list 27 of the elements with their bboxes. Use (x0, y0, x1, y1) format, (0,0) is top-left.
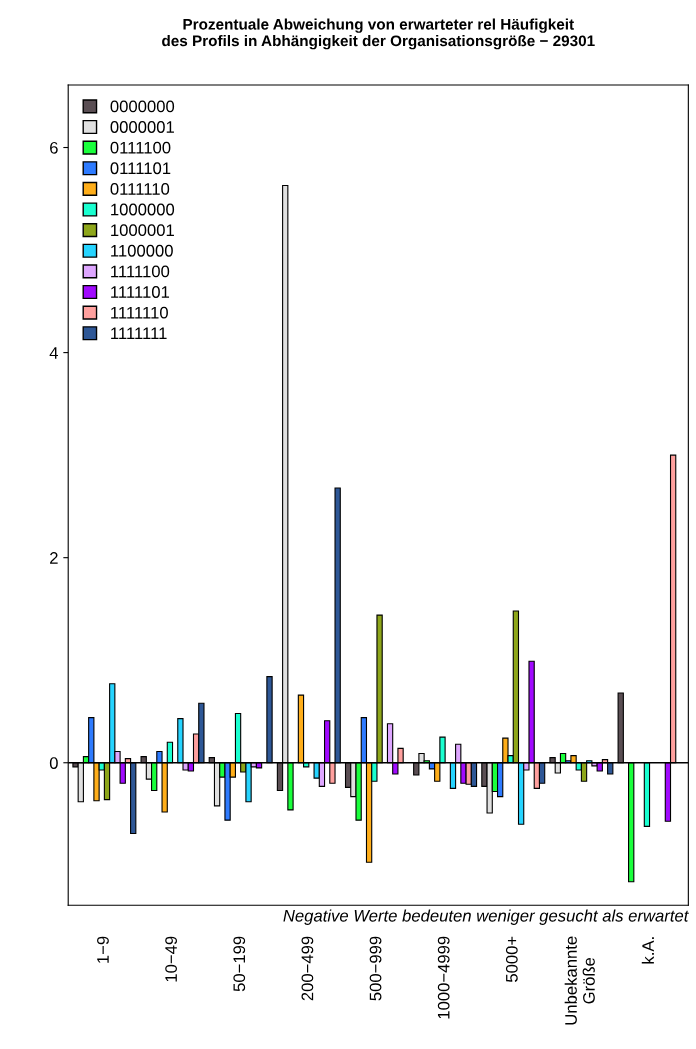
text: Negative Werte bedeuten weniger gesucht als erwartet (283, 909, 689, 925)
legend-label: 0000000 (110, 100, 175, 113)
x-tick-label: 1−9 (97, 936, 109, 963)
y-tick-label: 4 (49, 347, 58, 359)
legend-label: 1111110 (111, 306, 168, 319)
x-tick-label: 5000+ (505, 936, 518, 982)
x-tick-label: 200−499 (301, 936, 314, 1001)
legend-label: 1111111 (111, 327, 167, 340)
y-tick-label: 2 (50, 552, 58, 564)
legend-label: 0111100 (110, 141, 171, 154)
x-tick-label: k.A. (641, 937, 654, 964)
x-tick-label: 1000−4999 (437, 936, 450, 1019)
x-tick-label: Unbekannte Größe (564, 936, 595, 1025)
legend-label: 1111100 (111, 265, 170, 278)
y-tick-label: 0 (49, 757, 58, 769)
legend-label: 1000000 (111, 203, 175, 216)
x-tick-label: 500−999 (369, 936, 382, 1001)
legend-label: 1100000 (111, 244, 173, 257)
legend-label: 0111110 (110, 183, 170, 195)
chart-title: Prozentuale Abweichung von erwarteter rel Häufigkeit des Profils in Abhängigkeit der Organisationsgröße − 29301 (162, 18, 595, 50)
y-tick-label: 6 (50, 141, 58, 154)
legend-label: 0111101 (110, 162, 171, 175)
legend-label: 0000001 (110, 121, 174, 133)
x-tick-label: 50−199 (233, 936, 246, 992)
legend-label: 1000001 (111, 224, 174, 237)
x-tick-label: 10−49 (165, 936, 177, 982)
legend-label: 1111101 (111, 286, 170, 298)
